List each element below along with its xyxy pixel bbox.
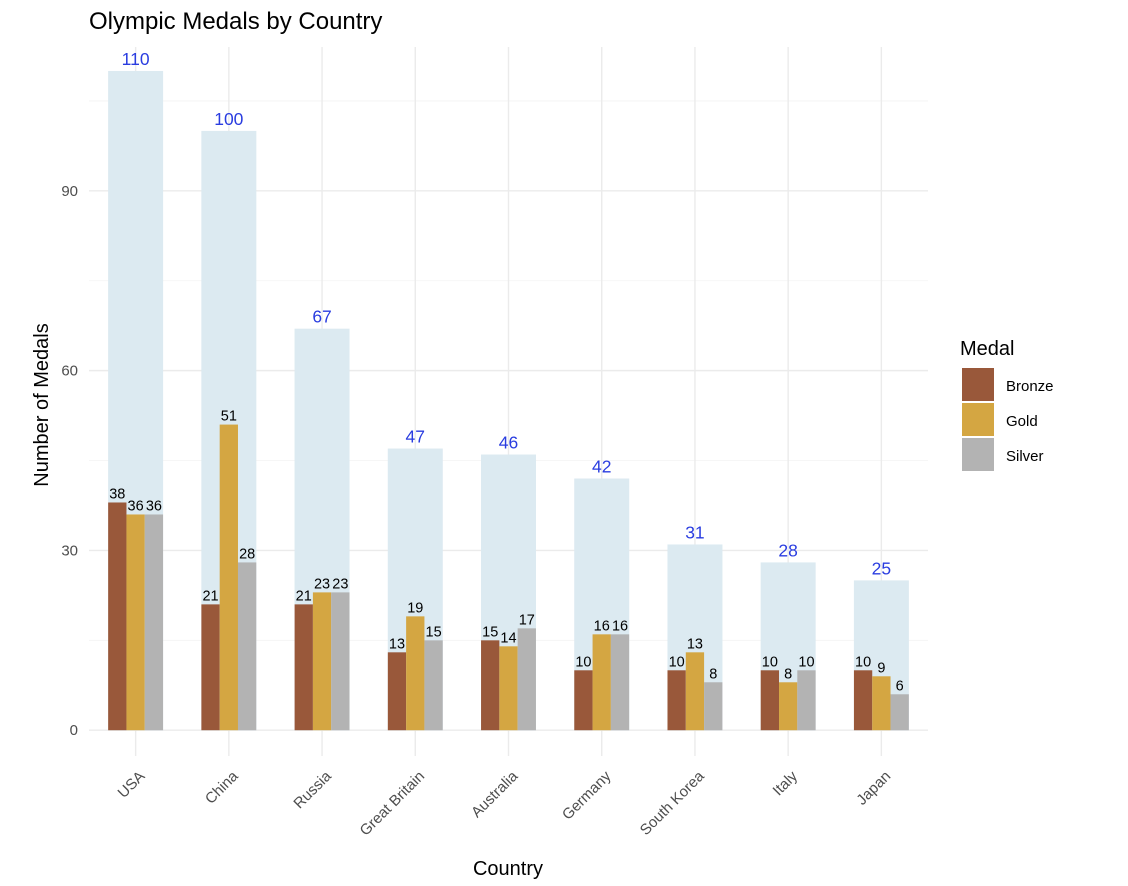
total-label: 110 (122, 49, 150, 69)
medal-bar-bronze (201, 604, 220, 731)
medal-label-bronze: 21 (296, 588, 312, 604)
legend: Medal Bronze Gold Silver (960, 338, 1054, 471)
medal-label-gold: 36 (128, 498, 144, 514)
legend-key-gold (962, 403, 994, 436)
medal-bar-bronze (481, 640, 500, 731)
medal-bar-silver (704, 682, 723, 731)
medal-bar-bronze (108, 502, 127, 731)
medal-bar-silver (890, 694, 909, 731)
legend-key-bronze (962, 368, 994, 401)
medal-bar-bronze (294, 604, 313, 731)
medal-label-bronze: 15 (482, 624, 498, 640)
total-label: 42 (592, 457, 611, 477)
x-tick-label: USA (115, 768, 149, 802)
medal-label-gold: 9 (877, 660, 885, 676)
medal-label-silver: 28 (239, 546, 255, 562)
medal-bar-gold (312, 592, 332, 731)
medal-bar-bronze (387, 652, 407, 731)
medal-label-gold: 13 (687, 636, 703, 652)
medal-label-gold: 51 (221, 409, 237, 425)
y-tick-label: 90 (61, 183, 78, 200)
medal-bar-gold (219, 424, 238, 731)
data-labels: 110 100 67 47 46 42 31 28 25 38 21 21 13 15 10 10 10 10 36… (109, 49, 903, 694)
medal-label-bronze: 10 (762, 654, 778, 670)
medal-bar-bronze (574, 670, 593, 731)
medal-bar-silver (237, 562, 257, 731)
y-tick-label: 0 (70, 722, 78, 739)
medal-bar-silver (331, 592, 350, 731)
medal-label-gold: 19 (407, 600, 423, 616)
medal-bar-bronze (853, 670, 873, 731)
x-tick-label: Australia (468, 767, 522, 821)
x-tick-label: Japan (853, 768, 894, 809)
medal-label-bronze: 21 (202, 588, 218, 604)
medal-label-silver: 15 (426, 624, 442, 640)
y-tick-label: 30 (61, 542, 78, 559)
medal-bar-gold (126, 514, 145, 731)
x-tick-label: South Korea (637, 767, 708, 838)
x-tick-label: Germany (559, 767, 615, 823)
medal-label-bronze: 10 (855, 654, 871, 670)
medal-label-gold: 16 (594, 618, 610, 634)
medal-bar-gold (685, 652, 705, 731)
medal-label-gold: 8 (784, 666, 792, 682)
medal-label-silver: 8 (709, 666, 717, 682)
medal-label-silver: 6 (896, 678, 904, 694)
y-axis: 0 30 60 90 (61, 183, 78, 739)
legend-key-silver (962, 438, 994, 471)
medal-label-bronze: 38 (109, 486, 125, 502)
total-label: 47 (406, 427, 425, 447)
medal-bars (108, 424, 909, 731)
medal-bar-gold (406, 616, 425, 731)
x-tick-label: Russia (290, 767, 335, 812)
medal-label-gold: 14 (500, 630, 516, 646)
total-label: 28 (778, 540, 797, 560)
medal-label-silver: 16 (612, 618, 628, 634)
legend-label-gold: Gold (1006, 413, 1038, 430)
medal-bar-silver (797, 670, 816, 731)
total-label: 67 (312, 307, 331, 327)
medal-bar-silver (424, 640, 443, 731)
medal-label-gold: 23 (314, 576, 330, 592)
chart-title: Olympic Medals by Country (89, 8, 382, 35)
medal-bar-gold (872, 676, 891, 731)
medal-bar-gold (779, 682, 798, 731)
medal-label-silver: 23 (332, 576, 348, 592)
medal-bar-silver (610, 634, 630, 731)
medal-bar-gold (592, 634, 611, 731)
y-tick-label: 60 (61, 363, 78, 380)
total-label: 100 (214, 109, 243, 129)
total-label: 31 (685, 522, 704, 542)
total-label: 25 (872, 558, 891, 578)
medal-label-bronze: 13 (389, 636, 405, 652)
x-tick-label: Great Britain (357, 768, 429, 840)
medal-label-bronze: 10 (575, 654, 591, 670)
medal-label-silver: 17 (519, 612, 535, 628)
x-tick-label: Italy (770, 767, 802, 799)
medal-bar-bronze (667, 670, 686, 731)
x-axis-title: Country (473, 858, 543, 880)
medal-bar-silver (517, 628, 536, 731)
x-tick-label: China (202, 767, 242, 807)
medal-bar-silver (144, 514, 164, 731)
medal-bar-gold (499, 646, 518, 731)
total-label: 46 (499, 433, 518, 453)
medal-bar-bronze (760, 670, 780, 731)
legend-label-silver: Silver (1006, 448, 1044, 465)
legend-title: Medal (960, 338, 1014, 360)
medal-label-bronze: 10 (669, 654, 685, 670)
legend-label-bronze: Bronze (1006, 378, 1054, 395)
x-axis: USA China Russia Great Britain Australia Germ… (115, 767, 895, 839)
medal-label-silver: 10 (798, 654, 814, 670)
y-axis-title: Number of Medals (31, 323, 53, 486)
medal-label-silver: 36 (146, 498, 162, 514)
